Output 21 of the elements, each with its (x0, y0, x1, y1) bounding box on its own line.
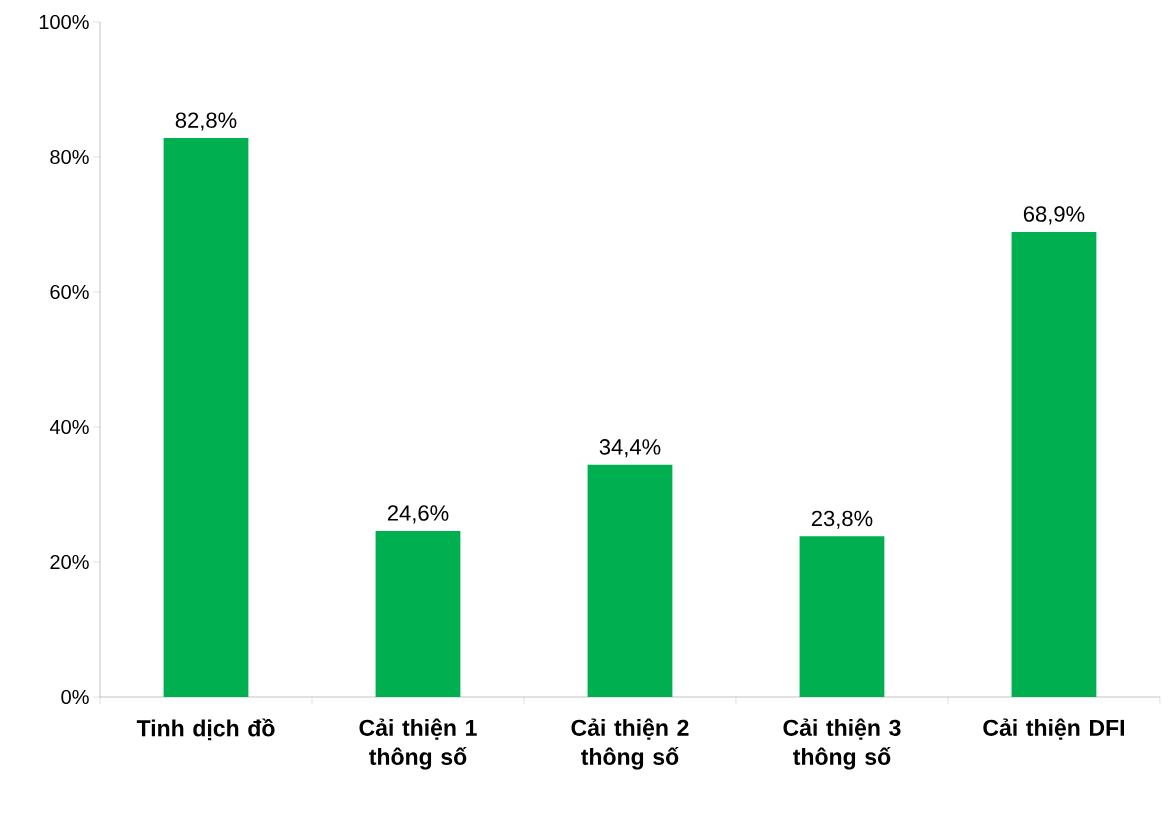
x-tick-label: Cải thiện 1 thông số (359, 718, 477, 770)
y-tick-label: 40% (49, 419, 89, 435)
y-tick-label: 60% (50, 284, 89, 300)
x-tick-label: Cải thiện 3 thông số (783, 718, 901, 770)
data-label: 24,6% (387, 505, 449, 524)
y-tick-label: 80% (50, 149, 89, 165)
x-tick-label: Cải thiện DFI (983, 718, 1124, 740)
y-tick-label: 100% (39, 14, 89, 30)
data-label: 34,4% (599, 439, 661, 458)
x-tick-label: Tinh dịch đồ (136, 718, 275, 741)
data-label: 68,9% (1023, 206, 1085, 225)
bar (587, 464, 673, 697)
bar (163, 138, 249, 697)
bar (1011, 231, 1097, 697)
data-label: 82,8% (175, 112, 237, 131)
data-label: 23,8% (811, 510, 873, 529)
y-tick-label: 0% (61, 689, 89, 705)
x-tick-label: Cải thiện 2 thông số (571, 718, 689, 770)
bar (799, 536, 885, 697)
y-tick-label: 20% (50, 554, 89, 570)
bar (375, 530, 461, 697)
